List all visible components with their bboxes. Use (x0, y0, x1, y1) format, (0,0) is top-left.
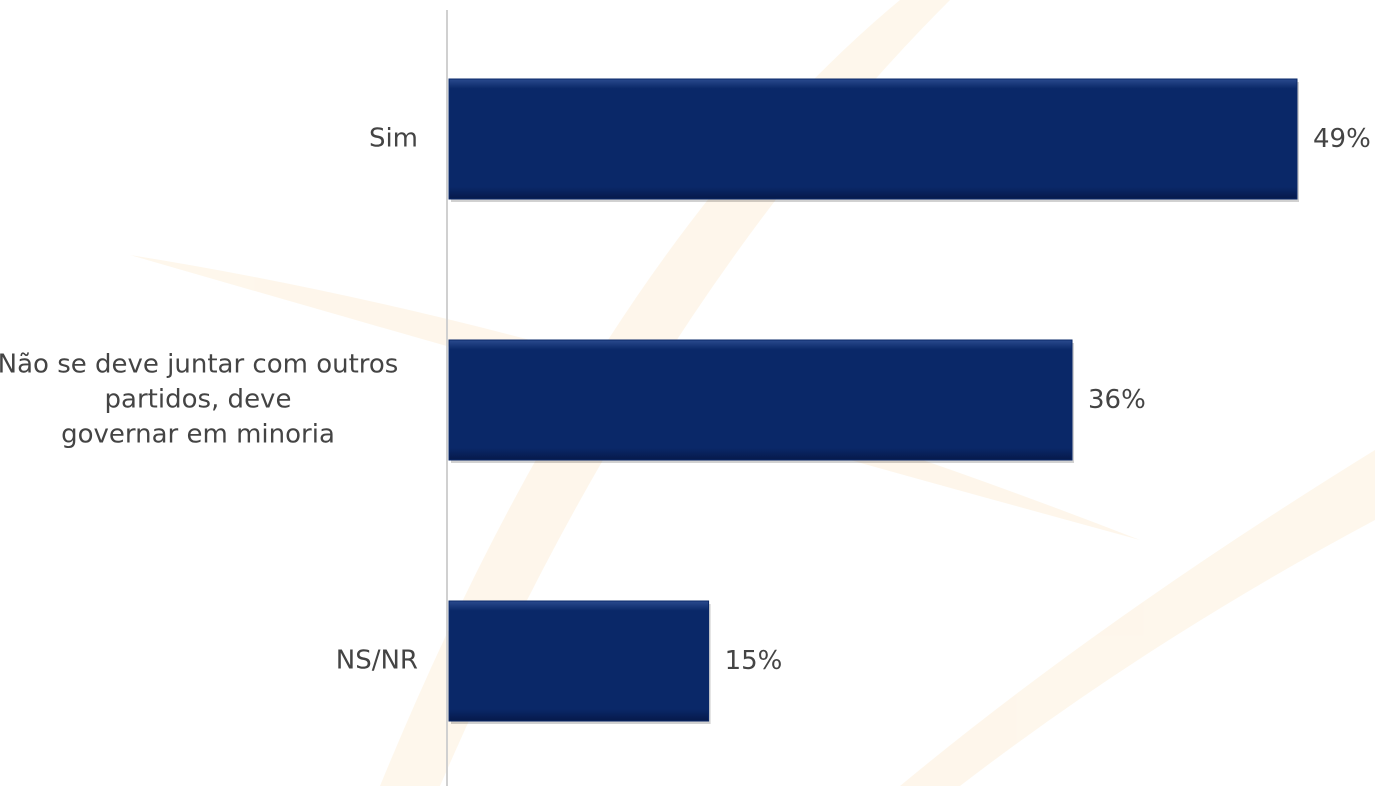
bar (448, 78, 1298, 200)
category-label: NS/NR (335, 645, 418, 676)
value-label: 49% (1313, 124, 1371, 154)
value-label: 15% (724, 646, 783, 676)
bar (448, 339, 1073, 461)
category-label: Não se deve juntar com outros partidos, … (0, 349, 399, 450)
bar (448, 600, 710, 722)
value-label: 36% (1088, 385, 1146, 415)
category-label: Sim (368, 123, 418, 154)
